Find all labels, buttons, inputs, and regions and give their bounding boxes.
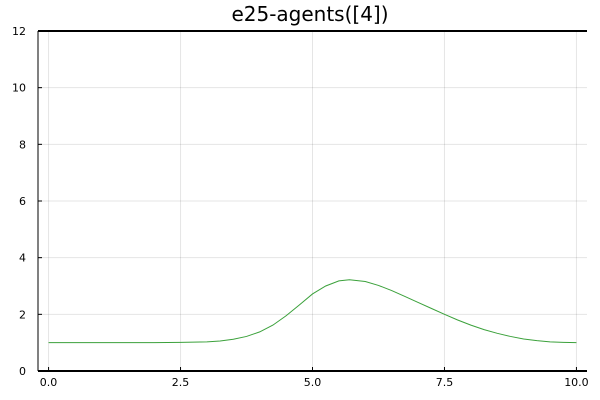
y-axis-ticks: 0 2 4 6 8 10 12 (12, 25, 42, 378)
x-tick-label: 0.0 (40, 376, 58, 389)
grid (38, 30, 587, 372)
y-tick-label: 8 (19, 138, 26, 151)
x-tick-label: 5.0 (304, 376, 322, 389)
y-tick-label: 4 (19, 252, 26, 265)
y-tick-label: 6 (19, 195, 26, 208)
x-tick-label: 10.0 (564, 376, 589, 389)
x-tick-label: 7.5 (436, 376, 454, 389)
y-tick-label: 10 (12, 82, 26, 95)
x-tick-label: 2.5 (172, 376, 190, 389)
x-axis-ticks: 0.0 2.5 5.0 7.5 10.0 (40, 367, 589, 389)
series-layer (48, 279, 577, 344)
y-tick-label: 2 (19, 308, 26, 321)
y-tick-label: 0 (19, 365, 26, 378)
y-tick-label: 12 (12, 25, 26, 38)
chart-title: e25-agents([4]) (231, 2, 388, 26)
series-line (48, 279, 577, 344)
